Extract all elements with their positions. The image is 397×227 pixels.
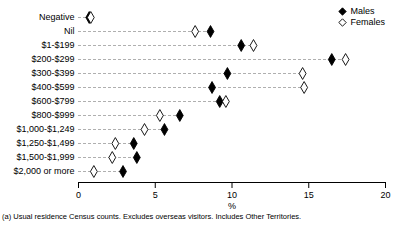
svg-text:$1,000-$1,249: $1,000-$1,249 xyxy=(16,124,74,134)
svg-text:$1,250-$1,499: $1,250-$1,499 xyxy=(16,138,74,148)
svg-text:Negative: Negative xyxy=(39,12,75,22)
svg-text:0: 0 xyxy=(76,190,81,200)
svg-text:$2,000 or more: $2,000 or more xyxy=(13,166,74,176)
html-text:Males: Males xyxy=(350,6,375,16)
html-text:(a) Usual residence Census cou: (a) Usual residence Census counts. Exclu… xyxy=(2,212,302,221)
svg-text:Nil: Nil xyxy=(64,26,75,36)
svg-text:20: 20 xyxy=(380,190,390,200)
html-text:Females: Females xyxy=(350,17,385,27)
svg-text:$1,500-$1,999: $1,500-$1,999 xyxy=(16,152,74,162)
svg-text:10: 10 xyxy=(227,190,237,200)
svg-text:%: % xyxy=(228,201,236,211)
svg-text:$200-$299: $200-$299 xyxy=(31,54,74,64)
svg-text:$300-$399: $300-$399 xyxy=(31,68,74,78)
svg-text:$600-$799: $600-$799 xyxy=(31,96,74,106)
svg-text:$1-$199: $1-$199 xyxy=(41,40,74,50)
svg-text:5: 5 xyxy=(153,190,158,200)
svg-text:15: 15 xyxy=(304,190,314,200)
svg-text:$400-$599: $400-$599 xyxy=(31,82,74,92)
svg-text:$800-$999: $800-$999 xyxy=(31,110,74,120)
